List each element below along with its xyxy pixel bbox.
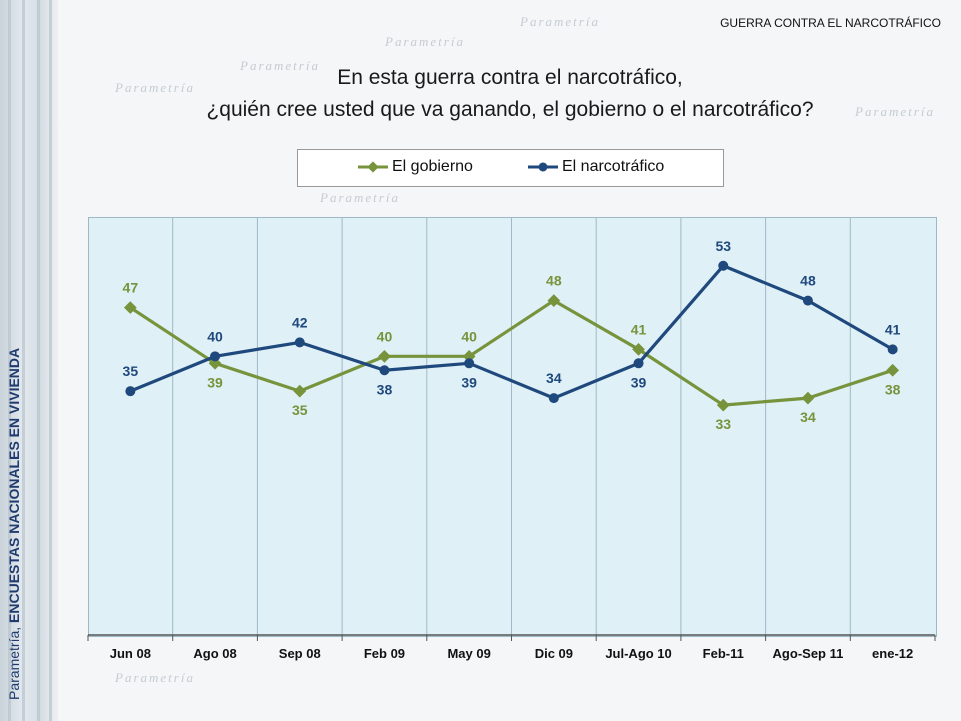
- watermark: Parametría: [115, 80, 195, 95]
- data-label-gobierno: 38: [885, 381, 901, 397]
- x-tick-label: Ago-Sep 11: [773, 646, 844, 661]
- data-point-narcotrafico: [802, 295, 813, 306]
- data-label-narcotrafico: 39: [461, 374, 477, 390]
- data-point-narcotrafico: [548, 393, 559, 404]
- data-point-narcotrafico: [633, 358, 644, 369]
- data-point-narcotrafico: [887, 344, 898, 355]
- data-point-narcotrafico: [718, 260, 729, 271]
- data-point-gobierno: [801, 391, 815, 405]
- x-tick-label: May 09: [447, 646, 490, 661]
- data-label-narcotrafico: 42: [292, 314, 308, 330]
- data-point-narcotrafico: [210, 351, 221, 362]
- series-line-narcotrafico: [129, 264, 894, 400]
- x-tick-label: Dic 09: [535, 646, 573, 661]
- data-label-gobierno: 39: [207, 374, 223, 390]
- x-tick-label: Ago 08: [193, 646, 236, 661]
- legend-swatch-narco: [528, 162, 558, 172]
- data-label-narcotrafico: 41: [885, 321, 901, 337]
- data-label-gobierno: 35: [292, 402, 308, 418]
- x-tick-label: Sep 08: [279, 646, 321, 661]
- data-point-narcotrafico: [294, 337, 305, 348]
- x-tick-label: ene-12: [872, 646, 913, 661]
- data-label-gobierno: 41: [631, 321, 647, 337]
- legend-label-narco: El narcotráfico: [562, 158, 665, 175]
- legend-item-gobierno: El gobierno: [358, 158, 473, 176]
- data-label-gobierno: 48: [546, 273, 562, 289]
- data-label-gobierno: 47: [123, 280, 139, 296]
- data-label-narcotrafico: 38: [377, 381, 393, 397]
- chart-title-line1: En esta guerra contra el narcotráfico,: [337, 66, 683, 89]
- watermark: Parametría: [520, 14, 600, 29]
- data-point-gobierno: [378, 349, 391, 363]
- series-line-gobierno: [129, 299, 894, 407]
- data-point-narcotrafico: [464, 358, 475, 369]
- data-point-gobierno: [886, 363, 900, 377]
- x-tick-label: Jul-Ago 10: [605, 646, 671, 661]
- data-label-gobierno: 34: [800, 409, 816, 425]
- chart-legend: El gobierno El narcotráfico: [297, 149, 724, 187]
- data-label-gobierno: 33: [715, 416, 731, 432]
- watermark: Parametría: [240, 58, 320, 73]
- x-tick-label: Feb 09: [364, 646, 405, 661]
- data-point-narcotrafico: [125, 386, 136, 397]
- watermark: Parametría: [320, 190, 400, 205]
- section-tag: GUERRA CONTRA EL NARCOTRÁFICO: [720, 16, 941, 30]
- legend-item-narco: El narcotráfico: [528, 158, 664, 176]
- data-label-narcotrafico: 48: [800, 273, 816, 289]
- data-label-narcotrafico: 34: [546, 370, 562, 386]
- data-label-gobierno: 40: [377, 328, 393, 344]
- chart-title: En esta guerra contra el narcotráfico, ¿…: [60, 62, 960, 126]
- legend-label-gobierno: El gobierno: [392, 158, 473, 175]
- data-label-narcotrafico: 53: [715, 238, 731, 254]
- watermark: Parametría: [115, 670, 195, 685]
- plot-area: [88, 217, 937, 637]
- data-label-narcotrafico: 35: [123, 363, 139, 379]
- chart-title-line2: ¿quién cree usted que va ganando, el gob…: [206, 98, 814, 121]
- data-point-gobierno: [293, 384, 307, 398]
- x-tick-label: Feb-11: [703, 646, 744, 661]
- data-point-gobierno: [123, 301, 137, 314]
- data-label-narcotrafico: 39: [631, 374, 647, 390]
- legend-swatch-gobierno: [358, 161, 388, 173]
- watermark: Parametría: [855, 104, 935, 119]
- watermark: Parametría: [385, 34, 465, 49]
- data-label-gobierno: 40: [461, 328, 477, 344]
- data-label-narcotrafico: 40: [207, 328, 223, 344]
- decorative-side-strip: [0, 0, 58, 721]
- data-point-narcotrafico: [379, 365, 390, 376]
- x-tick-label: Jun 08: [110, 646, 151, 661]
